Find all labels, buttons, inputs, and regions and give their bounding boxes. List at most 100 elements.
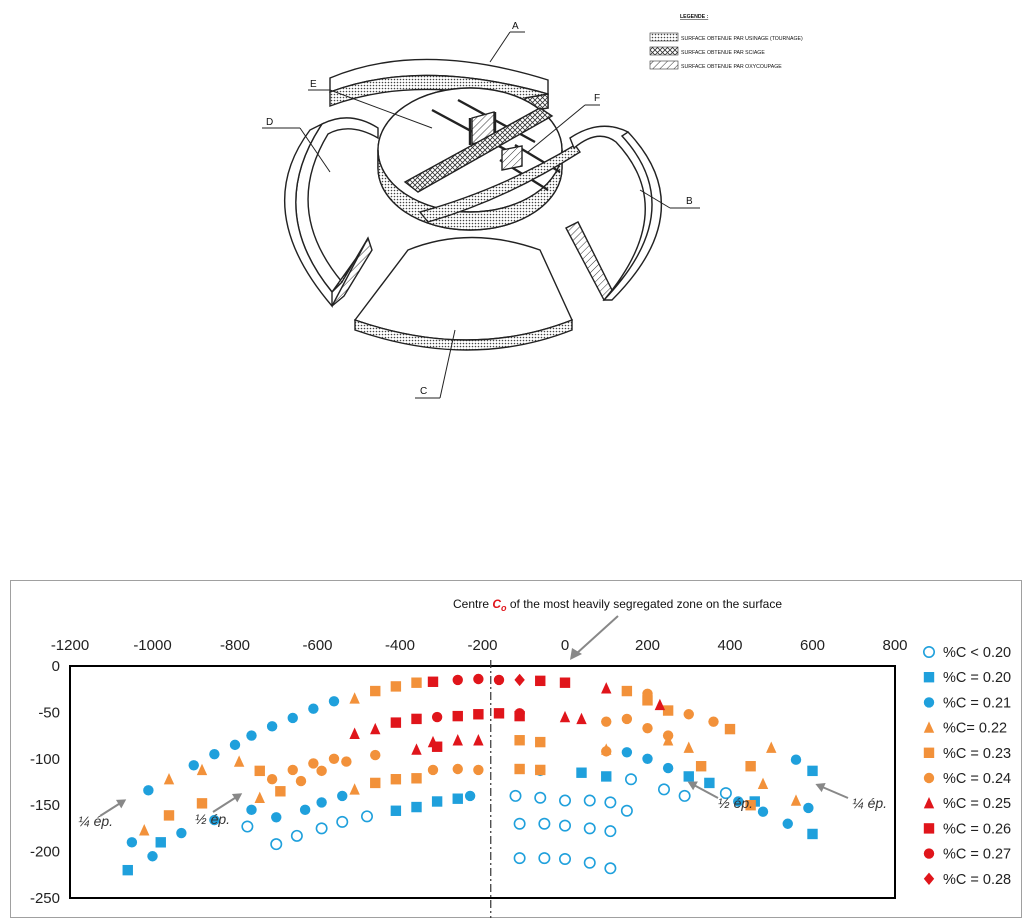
data-point [620, 804, 633, 817]
data-point [576, 767, 587, 778]
legend-label: %C = 0.25 [943, 796, 1011, 812]
data-point [534, 791, 547, 804]
data-point [390, 805, 402, 816]
data-point [601, 716, 612, 727]
data-point [790, 794, 802, 806]
data-point [163, 773, 175, 785]
data-point [349, 692, 360, 704]
data-point [662, 730, 674, 741]
data-point [662, 705, 674, 716]
data-point [514, 763, 525, 775]
x-tick-label: -200 [467, 637, 497, 654]
data-point [431, 741, 443, 752]
piece-a [329, 58, 549, 113]
legend-marker [923, 697, 935, 708]
saw-cut-strip [403, 107, 581, 223]
data-point [719, 787, 732, 800]
data-point [337, 790, 348, 802]
data-point [370, 685, 381, 697]
data-point [452, 674, 463, 686]
data-point [287, 764, 298, 776]
data-point [308, 758, 319, 769]
data-point [733, 796, 744, 807]
chart-legend: %C < 0.20 %C = 0.20 %C = 0.21 %C= 0.22 %C = … [922, 645, 1011, 888]
x-tick-label: -800 [220, 637, 250, 654]
data-point [803, 802, 814, 814]
piece-b [565, 125, 663, 302]
data-point [513, 852, 526, 865]
y-tick-label: -250 [30, 890, 60, 907]
data-point [143, 785, 154, 796]
legend-marker [923, 823, 935, 834]
data-point [209, 748, 220, 760]
legend-label: %C= 0.22 [943, 721, 1007, 737]
legend-swatch-cross [649, 46, 679, 56]
piece-c [353, 236, 573, 351]
legend-marker [923, 797, 935, 809]
data-point [509, 789, 522, 802]
data-point [790, 754, 802, 765]
data-point [464, 790, 476, 802]
data-point [196, 798, 208, 809]
data-point [535, 764, 546, 776]
data-point [427, 764, 439, 776]
legend-label: %C = 0.26 [943, 821, 1011, 837]
data-point [708, 716, 719, 727]
thickness-arrow [212, 795, 239, 813]
data-point [196, 763, 208, 776]
data-point [349, 783, 360, 795]
data-point [431, 796, 443, 807]
data-point [621, 747, 633, 758]
data-point [538, 852, 551, 865]
label-a: A [512, 21, 519, 32]
x-tick-label: 400 [717, 637, 742, 654]
data-point [757, 806, 769, 817]
x-tick-label: 0 [561, 637, 569, 654]
data-point [266, 721, 278, 732]
piece-d [284, 117, 379, 308]
data-point [473, 709, 484, 720]
thickness-arrow [99, 801, 123, 817]
data-point [452, 734, 463, 746]
data-point [473, 764, 484, 776]
data-point [411, 677, 422, 688]
data-point [341, 756, 352, 767]
data-point [241, 820, 254, 833]
data-point [411, 801, 422, 813]
data-point [604, 796, 617, 809]
data-point [336, 815, 349, 828]
data-point [514, 708, 525, 719]
data-points [122, 673, 818, 876]
data-point [745, 800, 756, 811]
x-tick-label: 800 [882, 637, 907, 654]
data-point [308, 703, 319, 714]
data-point [390, 717, 402, 728]
title-arrow-shaft [575, 615, 619, 655]
exploded-slab-diagram: A E D F B C LEGENDE : SURFACE OBTENUE PA… [251, 8, 835, 400]
data-point [287, 712, 298, 724]
data-point [745, 761, 756, 772]
thickness-label: ½ ép. [718, 795, 753, 811]
data-point [139, 824, 150, 836]
legend-marker [923, 672, 935, 683]
data-point [390, 774, 402, 785]
legend-marker [923, 848, 935, 859]
x-tick-label: -600 [302, 637, 332, 654]
data-point [370, 749, 381, 761]
data-point [766, 741, 777, 753]
legend-label: %C = 0.28 [943, 872, 1011, 888]
legend-label: %C = 0.24 [943, 771, 1011, 787]
legend-item-machining: SURFACE OBTENUE PAR USINAGE (TOURNAGE) [681, 36, 803, 42]
data-point [601, 682, 612, 694]
y-tick-labels: 0 -50 -100 -150 -200 -250 [30, 658, 60, 907]
x-tick-label: 600 [800, 637, 825, 654]
data-point [246, 730, 257, 741]
legend-swatch-hatch [649, 60, 679, 70]
data-point [695, 761, 707, 772]
legend-marker [922, 646, 935, 659]
data-point [270, 838, 283, 851]
data-point [601, 746, 612, 757]
label-b: B [686, 196, 693, 207]
data-point [535, 675, 546, 687]
data-point [209, 814, 220, 826]
